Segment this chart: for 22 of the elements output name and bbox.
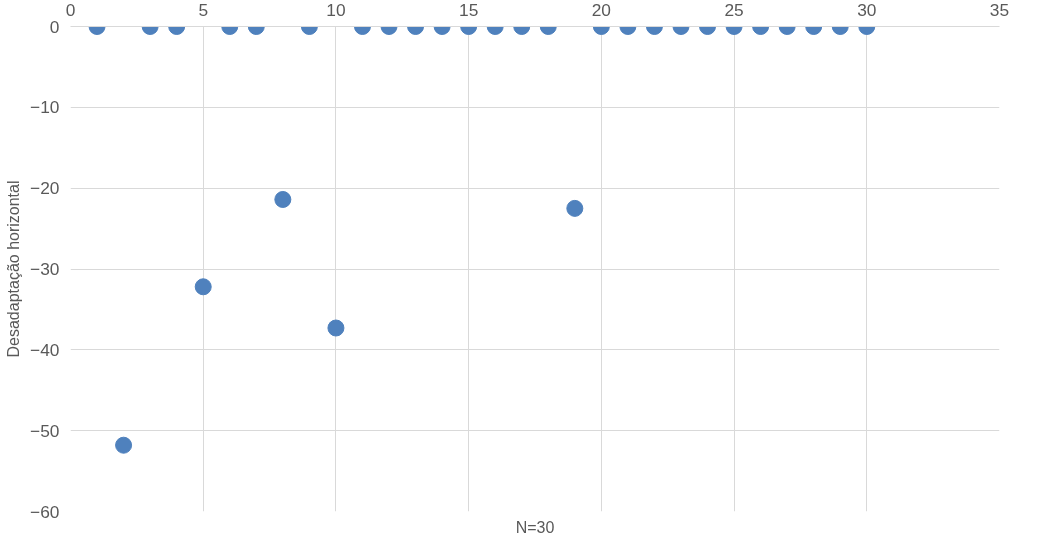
point [327,319,345,337]
x-tick-label: 25 [724,0,744,20]
x-tick-label: 5 [198,0,209,20]
y-axis-title: Desadaptação horizontal [5,180,23,358]
point [566,199,584,217]
x-tick-label: 0 [65,0,76,20]
x-tick-label: 20 [591,0,611,20]
x-tick-label: 30 [857,0,877,20]
point [194,278,212,296]
point [115,436,133,454]
y-tick-label: −30 [30,259,60,279]
y-tick-label: 0 [49,16,60,37]
x-tick-label: 35 [989,0,1010,20]
x-axis-title: N=30 [515,518,555,536]
point [274,191,292,208]
x-tick-label: 10 [326,0,346,20]
y-tick-label: −40 [30,339,60,360]
y-tick-label: −20 [30,178,60,199]
y-tick-label: −50 [30,420,60,441]
y-tick-label: −10 [30,97,60,118]
x-tick-label: 15 [459,0,479,20]
y-tick-label: −60 [30,501,60,522]
